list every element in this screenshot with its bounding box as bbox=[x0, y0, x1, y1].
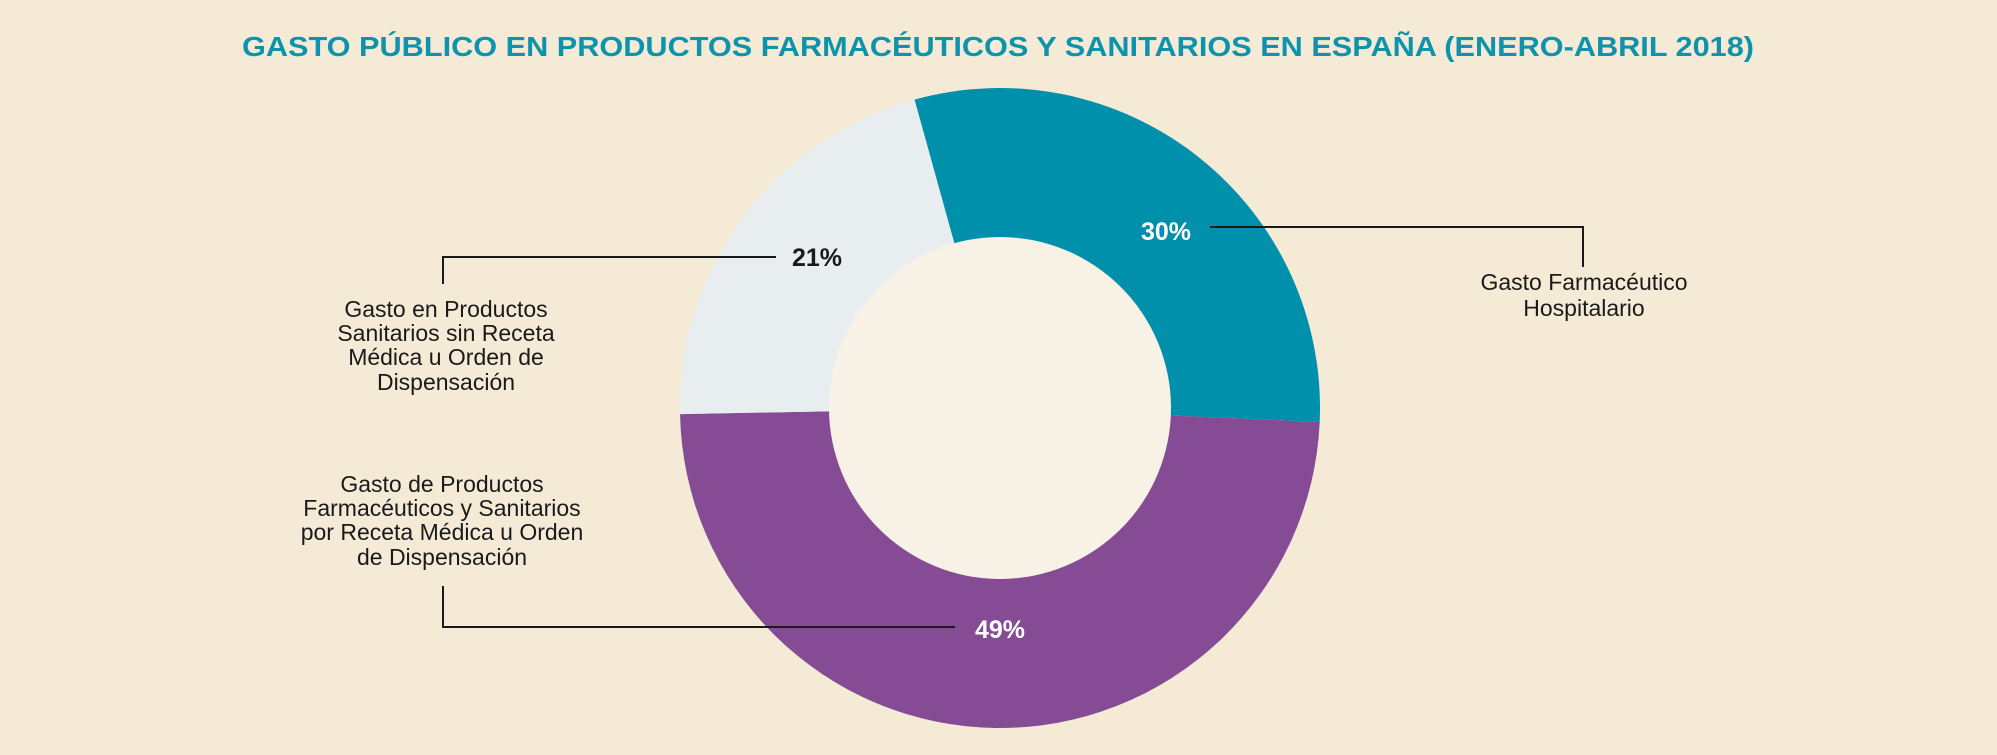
label-line: Farmacéuticos y Sanitarios bbox=[303, 495, 580, 521]
category-label-sin-receta: Gasto en Productos Sanitarios sin Receta… bbox=[337, 296, 555, 395]
label-line: Gasto de Productos bbox=[340, 471, 543, 497]
label-line: Sanitarios sin Receta bbox=[337, 320, 555, 346]
label-line: Gasto en Productos bbox=[344, 296, 547, 322]
label-line: Médica u Orden de bbox=[348, 344, 544, 370]
category-label-receta: Gasto de Productos Farmacéuticos y Sanit… bbox=[301, 471, 584, 570]
value-label-hospitalario: 30% bbox=[1141, 218, 1191, 246]
label-line: de Dispensación bbox=[357, 544, 527, 570]
leader-line-hospitalario bbox=[1210, 226, 1584, 267]
donut-hole bbox=[829, 237, 1171, 579]
value-label-receta: 49% bbox=[975, 616, 1025, 644]
chart-title: GASTO PÚBLICO EN PRODUCTOS FARMACÉUTICOS… bbox=[242, 31, 1754, 62]
leader-line-receta bbox=[442, 586, 955, 628]
label-line: Dispensación bbox=[377, 369, 515, 395]
label-line: Gasto Farmacéutico bbox=[1480, 269, 1687, 295]
value-label-sin-receta: 21% bbox=[792, 244, 842, 272]
category-label-hospitalario: Gasto Farmacéutico Hospitalario bbox=[1480, 269, 1687, 321]
label-line: Hospitalario bbox=[1523, 295, 1644, 321]
leader-line-sin-receta bbox=[442, 256, 776, 284]
label-line: por Receta Médica u Orden bbox=[301, 519, 584, 545]
